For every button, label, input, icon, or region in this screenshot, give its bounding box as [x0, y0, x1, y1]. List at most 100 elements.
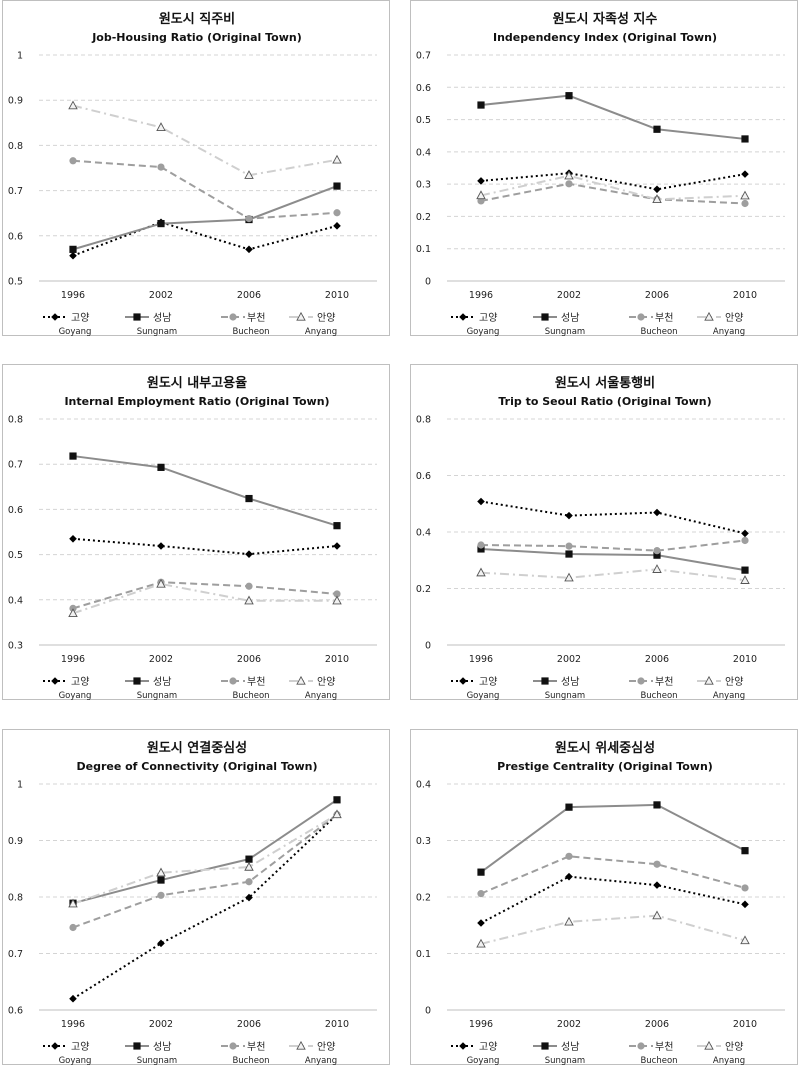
series-line-goyang — [480, 500, 746, 535]
data-point-sungnam — [653, 551, 661, 559]
series-line-goyang — [72, 537, 338, 556]
legend-label-ko: 고양 — [71, 1041, 89, 1053]
data-point-anyang — [244, 595, 254, 605]
chart-svg: 원도시 연결중심성 Degree of Connectivity (Origina… — [8, 740, 377, 1066]
data-point-sungnam — [157, 463, 165, 471]
series-line-bucheon — [72, 581, 338, 610]
legend-label-en: Sungnam — [137, 327, 177, 337]
legend-marker-bucheon — [637, 1042, 645, 1050]
y-tick-label: 0.4 — [416, 147, 431, 158]
legend-label-ko: 성남 — [153, 1041, 171, 1053]
x-tick-label: 1996 — [469, 290, 493, 301]
data-point-goyang — [653, 508, 661, 517]
legend-label-ko: 성남 — [561, 312, 579, 324]
data-point-bucheon — [565, 542, 573, 550]
chart-panel-6: 원도시 위세중심성 Prestige Centrality (Original T… — [410, 729, 798, 1066]
chart-panel-4: 원도시 서울통행비 Trip to Seoul Ratio (Original T… — [410, 364, 798, 701]
series-line-goyang — [480, 875, 746, 924]
y-tick-label: 0.6 — [8, 505, 23, 516]
data-point-sungnam — [741, 566, 749, 574]
data-point-anyang — [564, 572, 574, 582]
legend-marker-sungnam — [541, 677, 549, 685]
x-tick-label: 2010 — [733, 1019, 757, 1030]
data-point-sungnam — [69, 452, 77, 460]
data-point-anyang — [652, 564, 662, 573]
x-tick-label: 2006 — [645, 1019, 669, 1030]
legend-label-en: Goyang — [467, 327, 500, 337]
data-point-bucheon — [69, 157, 77, 165]
legend-label-en: Goyang — [59, 691, 92, 701]
y-tick-label: 0 — [425, 1006, 431, 1017]
legend-label-en: Bucheon — [232, 1056, 269, 1066]
x-tick-label: 2002 — [557, 1019, 581, 1030]
y-tick-label: 0.1 — [416, 949, 431, 960]
legend-label-en: Bucheon — [640, 327, 677, 337]
legend-label-ko: 부천 — [247, 312, 265, 324]
data-point-sungnam — [565, 550, 573, 558]
legend-label-ko: 부천 — [655, 1041, 673, 1053]
x-tick-label: 1996 — [469, 654, 493, 665]
legend-marker-goyang — [51, 677, 59, 685]
legend-label-en: Sungnam — [545, 327, 585, 337]
data-point-goyang — [245, 550, 253, 558]
chart-subtitle: Independency Index (Original Town) — [493, 31, 717, 44]
y-tick-label: 0.8 — [416, 415, 431, 426]
series-line-sungnam — [480, 94, 746, 140]
x-tick-label: 2002 — [149, 654, 173, 665]
data-point-anyang — [476, 190, 486, 200]
y-tick-label: 0.3 — [8, 641, 23, 652]
legend-marker-anyang — [296, 311, 306, 321]
data-point-anyang — [476, 567, 486, 577]
data-point-sungnam — [157, 876, 165, 884]
chart-panel-5: 원도시 연결중심성 Degree of Connectivity (Origina… — [2, 729, 390, 1066]
chart-svg: 원도시 자족성 지수 Independency Index (Original T… — [416, 12, 785, 337]
legend-marker-bucheon — [637, 677, 645, 685]
series-line-anyang — [480, 914, 746, 945]
y-tick-label: 0.8 — [8, 141, 23, 152]
x-tick-label: 2010 — [325, 654, 349, 665]
legend-marker-goyang — [459, 313, 467, 321]
series-line-goyang — [72, 813, 338, 1000]
chart-panel-3: 원도시 내부고용율 Internal Employment Ratio (Orig… — [2, 364, 390, 701]
y-tick-label: 0.1 — [416, 244, 431, 255]
x-tick-label: 1996 — [61, 290, 85, 301]
y-tick-label: 0.7 — [416, 51, 431, 62]
legend-label-ko: 안양 — [725, 676, 743, 688]
data-point-sungnam — [741, 135, 749, 143]
data-point-bucheon — [157, 891, 165, 899]
y-tick-label: 0.3 — [416, 836, 431, 847]
data-point-bucheon — [245, 582, 253, 590]
legend-marker-goyang — [51, 313, 59, 321]
chart-title: 원도시 자족성 지수 — [553, 12, 658, 27]
data-point-bucheon — [245, 215, 253, 223]
data-point-anyang — [740, 190, 750, 200]
data-point-bucheon — [333, 209, 341, 217]
legend-label-en: Sungnam — [137, 1056, 177, 1066]
y-tick-label: 0.4 — [416, 528, 431, 539]
chart-subtitle: Internal Employment Ratio (Original Town… — [64, 395, 329, 408]
y-tick-label: 0.2 — [416, 212, 431, 223]
legend-label-ko: 안양 — [725, 1041, 743, 1053]
data-point-sungnam — [69, 245, 77, 253]
chart-subtitle: Job-Housing Ratio (Original Town) — [91, 31, 302, 44]
series-line-sungnam — [72, 185, 338, 251]
y-tick-label: 1 — [17, 51, 23, 62]
data-point-sungnam — [245, 494, 253, 503]
chart-subtitle: Degree of Connectivity (Original Town) — [76, 760, 317, 773]
x-tick-label: 2002 — [557, 290, 581, 301]
x-tick-label: 1996 — [61, 1019, 85, 1030]
chart-svg: 원도시 위세중심성 Prestige Centrality (Original T… — [416, 740, 785, 1066]
data-point-goyang — [741, 529, 749, 538]
data-point-goyang — [653, 881, 661, 889]
x-tick-label: 2006 — [645, 290, 669, 301]
legend-label-en: Anyang — [305, 327, 337, 337]
legend-label-en: Anyang — [713, 1056, 745, 1066]
data-point-goyang — [565, 872, 573, 881]
legend-label-en: Goyang — [467, 1056, 500, 1066]
x-tick-label: 2010 — [733, 654, 757, 665]
data-point-bucheon — [741, 199, 749, 208]
legend-label-ko: 부천 — [655, 312, 673, 324]
data-point-anyang — [652, 194, 662, 203]
data-point-anyang — [156, 578, 166, 588]
data-point-goyang — [653, 185, 661, 194]
